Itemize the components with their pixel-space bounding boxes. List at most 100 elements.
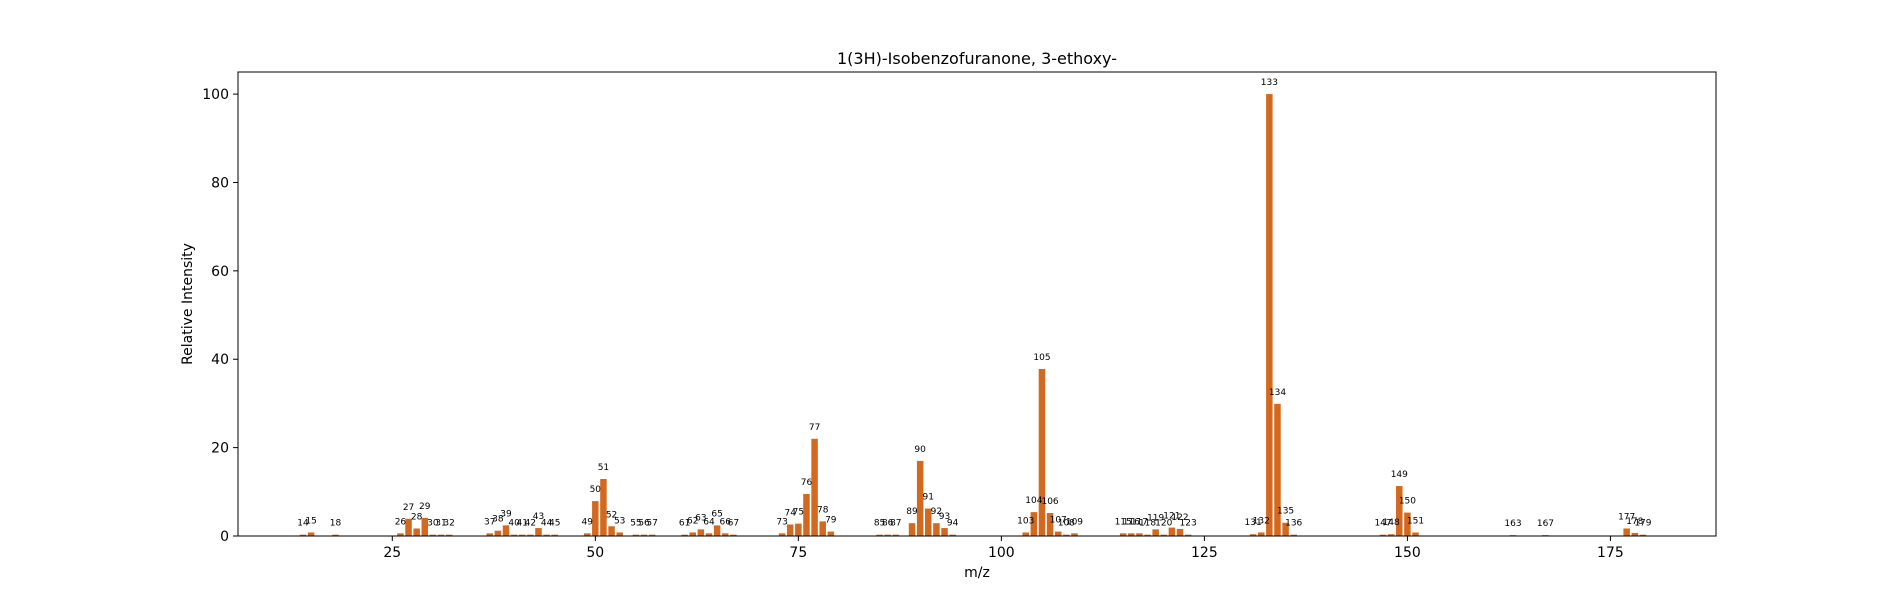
peak-label-30: 30 <box>427 519 439 529</box>
bar-mz-67 <box>730 534 737 536</box>
peak-label-177: 177 <box>1618 512 1635 522</box>
x-axis-label: m/z <box>964 565 990 581</box>
peak-label-62: 62 <box>687 516 698 526</box>
bar-mz-62 <box>689 532 697 536</box>
bar-mz-77 <box>811 438 818 536</box>
peak-label-52: 52 <box>606 510 617 520</box>
peak-label-64: 64 <box>703 517 715 527</box>
bar-mz-119 <box>1152 529 1159 536</box>
peak-label-108: 108 <box>1058 519 1075 529</box>
peak-label-40: 40 <box>508 519 520 529</box>
bar-mz-179 <box>1639 534 1647 536</box>
peak-label-151: 151 <box>1407 516 1424 526</box>
chart-title: 1(3H)-Isobenzofuranone, 3-ethoxy- <box>837 49 1117 68</box>
peak-label-135: 135 <box>1277 507 1294 517</box>
bar-mz-93 <box>941 528 948 536</box>
bar-mz-122 <box>1176 528 1184 536</box>
bar-mz-49 <box>583 533 591 536</box>
peak-label-44: 44 <box>541 519 553 529</box>
y-tick-label: 60 <box>211 264 229 280</box>
bar-mz-79 <box>827 531 835 536</box>
peak-label-116: 116 <box>1123 517 1140 527</box>
peak-label-43: 43 <box>533 512 544 522</box>
bar-mz-53 <box>616 532 623 536</box>
bar-mz-85 <box>876 534 883 536</box>
bar-mz-75 <box>795 523 802 536</box>
y-tick-label: 80 <box>211 175 229 191</box>
x-tick-label: 150 <box>1394 545 1421 561</box>
peak-label-78: 78 <box>817 505 829 515</box>
peak-label-148: 148 <box>1383 518 1400 528</box>
peak-label-76: 76 <box>801 478 813 488</box>
bar-mz-151 <box>1412 532 1419 536</box>
peak-label-57: 57 <box>646 519 657 529</box>
peak-label-132: 132 <box>1253 516 1270 526</box>
bar-mz-86 <box>884 534 891 536</box>
bar-mz-32 <box>445 534 453 536</box>
bar-mz-115 <box>1119 533 1127 536</box>
y-axis-ticks: 0 20 40 60 80 100 <box>202 87 238 545</box>
bars-layer <box>299 94 1647 536</box>
x-tick-label: 125 <box>1191 545 1218 561</box>
bar-mz-44 <box>543 534 550 536</box>
peak-label-163: 163 <box>1504 519 1521 529</box>
bar-mz-134 <box>1274 403 1281 536</box>
peak-label-75: 75 <box>793 508 804 518</box>
bar-mz-148 <box>1387 534 1395 536</box>
bar-mz-76 <box>803 494 810 536</box>
peak-label-85: 85 <box>874 519 885 529</box>
peak-label-51: 51 <box>598 463 609 473</box>
bar-mz-78 <box>819 521 826 536</box>
bar-mz-50 <box>592 501 599 536</box>
bar-mz-52 <box>608 526 615 536</box>
peak-label-38: 38 <box>492 515 504 525</box>
peak-label-73: 73 <box>776 517 787 527</box>
bar-mz-64 <box>705 533 713 536</box>
peak-label-42: 42 <box>525 519 536 529</box>
peak-label-105: 105 <box>1033 353 1050 363</box>
bar-mz-15 <box>307 532 315 536</box>
peak-label-120: 120 <box>1155 519 1172 529</box>
peak-label-133: 133 <box>1261 78 1278 88</box>
peak-label-134: 134 <box>1269 388 1286 398</box>
bar-mz-51 <box>600 478 607 536</box>
peak-label-131: 131 <box>1245 518 1262 528</box>
bar-mz-150 <box>1404 512 1411 536</box>
peak-label-93: 93 <box>939 512 950 522</box>
bar-mz-18 <box>332 534 339 536</box>
bar-mz-40 <box>510 534 518 536</box>
peak-label-28: 28 <box>411 512 423 522</box>
bar-mz-31 <box>437 534 445 536</box>
x-tick-label: 25 <box>383 545 401 561</box>
peak-label-109: 109 <box>1066 517 1083 527</box>
peak-label-123: 123 <box>1180 519 1197 529</box>
peak-label-87: 87 <box>890 519 901 529</box>
plot-frame <box>237 71 1717 537</box>
peak-label-15: 15 <box>305 516 316 526</box>
peak-label-63: 63 <box>695 513 706 523</box>
bar-mz-106 <box>1046 513 1054 536</box>
bar-mz-131 <box>1249 534 1257 536</box>
peak-label-167: 167 <box>1537 519 1554 529</box>
bar-mz-149 <box>1396 486 1403 536</box>
peak-label-32: 32 <box>443 519 454 529</box>
peak-label-115: 115 <box>1115 517 1132 527</box>
bar-mz-121 <box>1168 527 1176 536</box>
bar-mz-120 <box>1160 534 1168 536</box>
bar-mz-27 <box>405 518 412 536</box>
peak-label-91: 91 <box>923 493 934 503</box>
bar-mz-92 <box>933 523 940 536</box>
x-tick-label: 100 <box>988 545 1015 561</box>
peak-label-119: 119 <box>1147 513 1164 523</box>
y-tick-label: 0 <box>220 529 229 545</box>
bar-mz-30 <box>429 534 437 536</box>
peak-label-65: 65 <box>711 509 722 519</box>
peak-label-74: 74 <box>784 509 796 519</box>
bar-mz-133 <box>1266 94 1273 536</box>
peak-label-61: 61 <box>679 519 690 529</box>
bar-mz-135 <box>1282 522 1289 536</box>
bar-mz-123 <box>1184 534 1192 536</box>
bar-mz-57 <box>648 534 656 536</box>
